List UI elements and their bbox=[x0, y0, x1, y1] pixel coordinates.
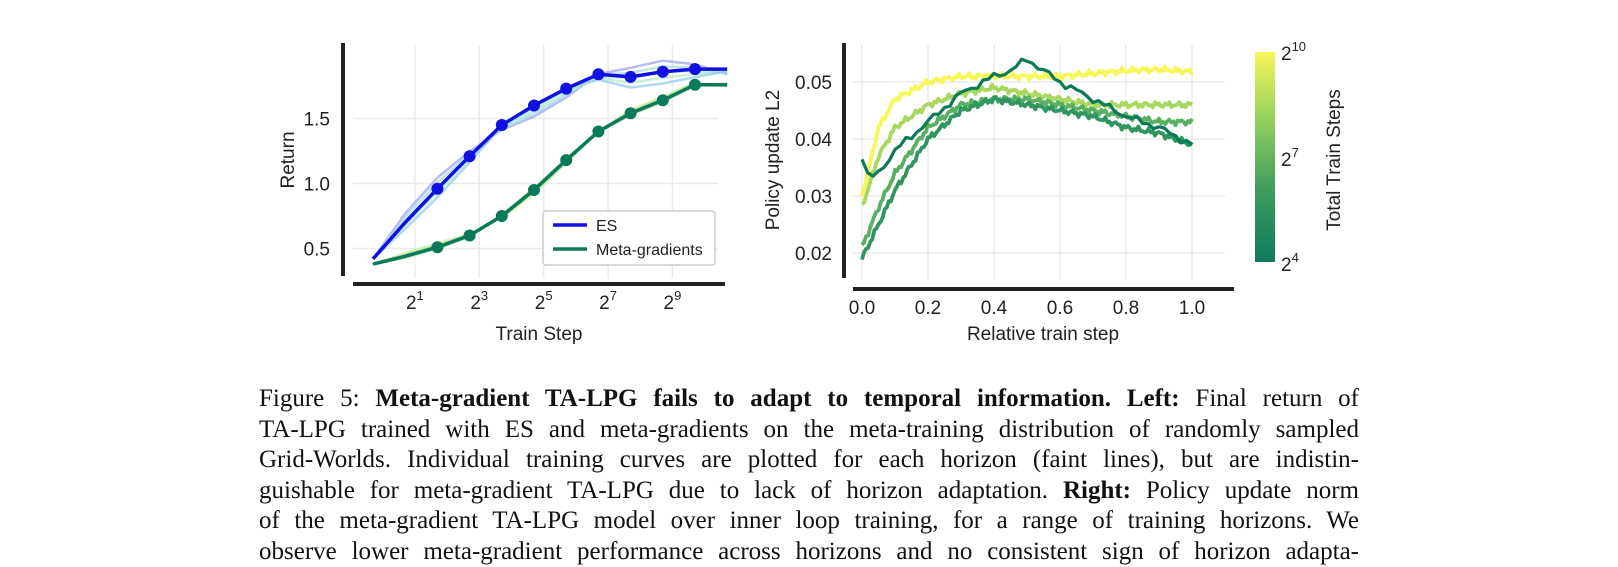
x-tick-label: 0.2 bbox=[915, 298, 941, 319]
x-tick-label: 23 bbox=[470, 288, 488, 314]
series-point bbox=[560, 83, 572, 95]
caption-line-5: of the meta-gradient TA-LPG model over i… bbox=[259, 506, 1359, 537]
caption-line-4b: Policy update norm bbox=[1146, 477, 1359, 504]
series-point bbox=[657, 94, 669, 106]
caption-left-text: Final return of bbox=[1195, 385, 1359, 412]
left-x-axis-label: Train Step bbox=[496, 324, 583, 345]
y-tick-label: 0.02 bbox=[795, 244, 832, 265]
legend-meta-label: Meta-gradients bbox=[596, 242, 703, 259]
right-chart: 0.02 0.03 0.04 0.05 0.0 0.2 0.4 0.6 0.8 1.0 Rela… bbox=[763, 39, 1345, 345]
caption-left-label: Left: bbox=[1127, 385, 1180, 412]
x-tick-label: 0.0 bbox=[849, 298, 875, 319]
right-series bbox=[862, 59, 1192, 259]
y-tick-label: 0.05 bbox=[795, 73, 832, 94]
y-tick-label: 1.0 bbox=[304, 175, 330, 196]
colorbar-gradient bbox=[1255, 52, 1275, 262]
left-y-axis-label: Return bbox=[278, 131, 299, 188]
y-tick-label: 0.04 bbox=[795, 130, 832, 151]
x-tick-label: 25 bbox=[535, 288, 553, 314]
series-point bbox=[496, 119, 508, 131]
series-point bbox=[592, 126, 604, 138]
caption-line-6: observe lower meta-gradient performance … bbox=[259, 537, 1359, 567]
series-point bbox=[496, 210, 508, 222]
caption-label: Figure 5: bbox=[259, 385, 360, 412]
series-point bbox=[528, 184, 540, 196]
left-legend: ES Meta-gradients bbox=[543, 211, 715, 265]
legend-es-label: ES bbox=[596, 218, 617, 235]
colorbar-label: Total Train Steps bbox=[1324, 89, 1345, 231]
figure-caption: Figure 5: Meta-gradient TA-LPG fails to … bbox=[259, 384, 1359, 567]
x-tick-label: 0.6 bbox=[1047, 298, 1073, 319]
series-point bbox=[625, 71, 637, 83]
figure: 0.5 1.0 1.5 21 23 25 27 29 Train Step Return E… bbox=[0, 0, 1618, 380]
caption-line-4a: guishable for meta-gradient TA-LPG due t… bbox=[259, 477, 1048, 504]
y-tick-label: 0.03 bbox=[795, 187, 832, 208]
y-tick-label: 1.5 bbox=[304, 110, 330, 131]
series-point bbox=[528, 100, 540, 112]
caption-right-label: Right: bbox=[1063, 477, 1131, 504]
y-tick-label: 0.5 bbox=[304, 240, 330, 261]
x-tick-label: 21 bbox=[406, 288, 424, 314]
x-tick-label: 29 bbox=[664, 288, 682, 314]
right-x-tick-labels: 0.0 0.2 0.4 0.6 0.8 1.0 bbox=[849, 298, 1205, 319]
series-point bbox=[560, 154, 572, 166]
caption-title: Meta-gradient TA-LPG fails to adapt to t… bbox=[375, 385, 1111, 412]
series-point bbox=[689, 79, 701, 91]
series-point bbox=[431, 241, 443, 253]
left-chart: 0.5 1.0 1.5 21 23 25 27 29 Train Step Return E… bbox=[278, 43, 727, 345]
left-y-tick-labels: 0.5 1.0 1.5 bbox=[304, 110, 330, 261]
right-x-axis-label: Relative train step bbox=[967, 324, 1119, 345]
series-point bbox=[464, 150, 476, 162]
series-point bbox=[431, 183, 443, 195]
right-y-axis-label: Policy update L2 bbox=[763, 90, 784, 231]
series-point bbox=[592, 68, 604, 80]
colorbar: 210 27 24 Total Train Steps bbox=[1255, 39, 1345, 276]
series-point bbox=[689, 63, 701, 75]
x-tick-label: 0.4 bbox=[981, 298, 1008, 319]
series-point bbox=[625, 107, 637, 119]
x-tick-label: 1.0 bbox=[1179, 298, 1205, 319]
series-point bbox=[464, 230, 476, 242]
x-tick-label: 27 bbox=[599, 288, 617, 314]
colorbar-tick-labels: 210 27 24 bbox=[1281, 39, 1306, 276]
colorbar-tick-label: 27 bbox=[1281, 145, 1299, 171]
series-point bbox=[657, 66, 669, 78]
caption-line-3: Grid-Worlds. Individual training curves … bbox=[259, 445, 1359, 476]
colorbar-tick-label: 210 bbox=[1281, 39, 1306, 65]
right-y-tick-labels: 0.02 0.03 0.04 0.05 bbox=[795, 73, 832, 265]
left-x-tick-labels: 21 23 25 27 29 bbox=[406, 288, 681, 314]
colorbar-tick-label: 24 bbox=[1281, 250, 1299, 276]
caption-line-2: TA-LPG trained with ES and meta-gradient… bbox=[259, 415, 1359, 446]
x-tick-label: 0.8 bbox=[1113, 298, 1139, 319]
